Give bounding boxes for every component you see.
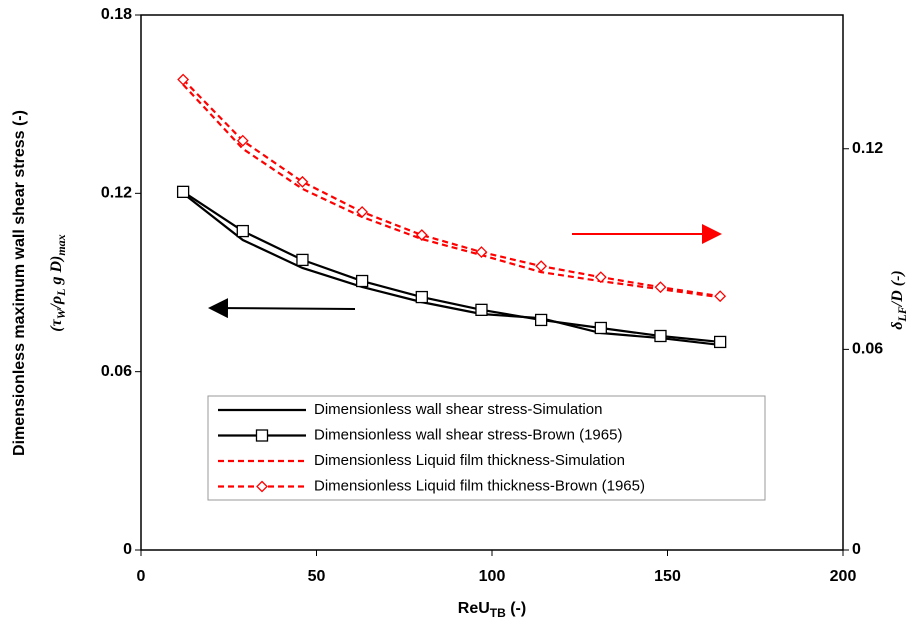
marker-diamond [296,175,309,188]
marker-square [534,313,548,327]
y-axis-label-line1: Dimensionless maximum wall shear stress … [11,110,28,456]
y2-tick-label: 0 [852,541,861,558]
marker-square [355,274,369,288]
x-tick-label: 150 [654,568,681,585]
marker-diamond [256,480,268,493]
marker-square [236,224,249,238]
marker-square [415,290,428,304]
marker-diamond [594,271,607,284]
series-line [182,192,721,347]
marker-square [714,335,727,349]
y2-tick-label: 0.12 [852,140,883,157]
marker-square [255,429,269,442]
marker-diamond [475,246,488,258]
marker-diamond [535,260,548,273]
legend: Dimensionless wall shear stress-Simulati… [207,395,766,501]
marker-diamond [415,229,428,241]
marker-square [296,253,309,267]
series-line [182,190,721,344]
y-tick-label: 0.06 [101,363,132,380]
x-tick-label: 100 [479,568,506,585]
marker-diamond [654,281,667,294]
y-axis-label-line2: (τW/ρL g D)max [48,234,68,331]
x-tick-label: 200 [830,568,857,585]
marker-diamond [714,290,727,303]
x-tick-label: 50 [308,568,326,585]
arrow-left [208,298,356,319]
y-tick-label: 0.18 [101,6,132,23]
x-tick-label: 0 [137,568,146,585]
legend-label: Dimensionless wall shear stress-Simulati… [314,401,602,418]
marker-diamond [177,73,190,86]
y2-axis-label: δLF/D (-) [889,270,909,330]
legend-label: Dimensionless Liquid film thickness-Simu… [314,452,625,469]
y2-axis-label-text: δLF/D (-) [889,270,909,330]
marker-square [475,303,488,316]
marker-square [654,329,667,343]
y-axis-label: Dimensionless maximum wall shear stress … [11,110,68,456]
series-line [182,83,721,299]
legend-box [207,395,766,501]
marker-square [594,321,607,335]
marker-diamond [356,206,369,218]
marker-diamond [236,134,249,147]
marker-square [176,185,190,198]
y2-tick-label: 0.06 [852,341,883,358]
legend-label: Dimensionless Liquid film thickness-Brow… [314,477,645,494]
legend-label: Dimensionless wall shear stress-Brown (1… [314,426,622,443]
x-axis-label: ReUTB (-) [458,600,526,620]
y-tick-label: 0 [123,541,132,558]
series-line [182,78,721,298]
y-tick-label: 0.12 [101,185,132,202]
